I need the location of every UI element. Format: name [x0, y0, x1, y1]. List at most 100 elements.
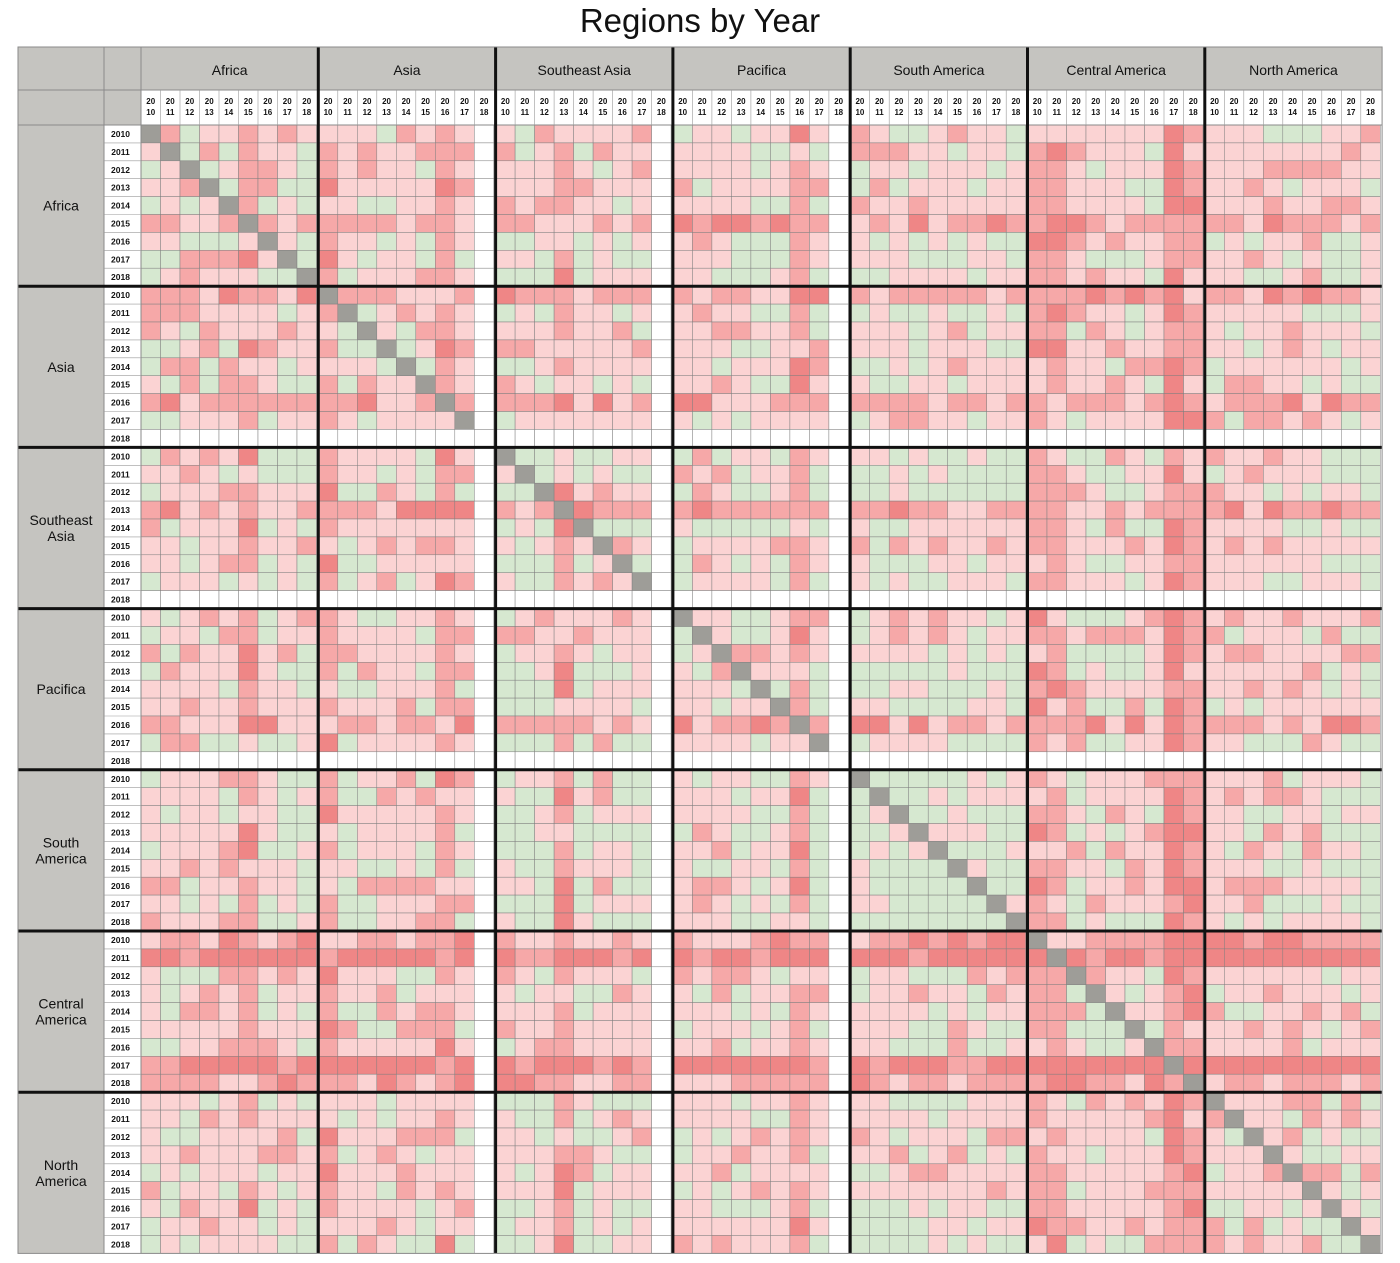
heatmap-cell: [179, 1145, 200, 1165]
heatmap-cell: [888, 715, 909, 735]
heatmap-cell: [1046, 984, 1067, 1003]
heatmap-cell: [770, 930, 791, 950]
heatmap-cell: [1243, 608, 1264, 627]
heatmap-cell: [396, 142, 417, 162]
heatmap-cell: [849, 662, 870, 681]
heatmap-cell: [573, 124, 594, 144]
heatmap-cell: [553, 876, 574, 896]
heatmap-cell: [238, 733, 259, 753]
heatmap-cell: [828, 608, 849, 627]
heatmap-cell: [1105, 912, 1126, 932]
heatmap-cell: [731, 590, 752, 609]
heatmap-cell: [592, 841, 613, 860]
heatmap-cell: [573, 769, 594, 788]
heatmap-cell: [1105, 1127, 1126, 1147]
heatmap-cell: [218, 912, 239, 932]
heatmap-cell: [435, 823, 456, 842]
heatmap-cell: [199, 1002, 220, 1021]
column-year-label: 11: [1230, 108, 1239, 117]
heatmap-cell: [337, 1163, 358, 1182]
heatmap-cell: [1085, 984, 1106, 1003]
heatmap-cell: [474, 1109, 495, 1129]
heatmap-cell: [1224, 1145, 1245, 1165]
heatmap-cell: [140, 1002, 161, 1021]
heatmap-cell: [160, 339, 181, 359]
heatmap-cell: [1144, 1163, 1165, 1182]
heatmap-cell: [1204, 1091, 1225, 1111]
heatmap-cell: [750, 321, 771, 341]
heatmap-cell: [849, 894, 870, 914]
heatmap-cell: [1341, 1020, 1362, 1039]
heatmap-cell: [1360, 1181, 1381, 1200]
heatmap-cell: [435, 715, 456, 735]
heatmap-cell: [179, 1038, 200, 1057]
column-year-label: 10: [146, 108, 155, 117]
heatmap-cell: [179, 536, 200, 556]
heatmap-cell: [770, 1002, 791, 1021]
heatmap-cell: [277, 1145, 298, 1165]
heatmap-cell: [1046, 196, 1067, 215]
heatmap-cell: [199, 948, 220, 968]
heatmap-cell: [534, 1145, 555, 1165]
heatmap-cell: [789, 285, 810, 305]
heatmap-cell: [849, 1181, 870, 1200]
heatmap-cell: [651, 160, 672, 179]
heatmap-cell: [908, 1235, 929, 1254]
heatmap-cell: [495, 232, 516, 251]
heatmap-cell: [1263, 1073, 1284, 1093]
heatmap-cell: [1124, 590, 1145, 609]
heatmap-cell: [1341, 930, 1362, 950]
heatmap-cell: [1302, 447, 1323, 466]
heatmap-cell: [218, 948, 239, 968]
heatmap-cell: [849, 984, 870, 1003]
heatmap-cell: [1282, 859, 1303, 878]
heatmap-cell: [1243, 518, 1264, 538]
heatmap-cell: [318, 590, 339, 609]
heatmap-cell: [849, 357, 870, 376]
heatmap-cell: [986, 142, 1007, 162]
heatmap-cell: [888, 697, 909, 717]
heatmap-cell: [415, 626, 436, 645]
heatmap-cell: [376, 160, 397, 179]
heatmap-cell: [160, 1020, 181, 1039]
heatmap-cell: [415, 1091, 436, 1111]
heatmap-cell: [612, 984, 633, 1003]
heatmap-cell: [296, 608, 317, 627]
heatmap-cell: [1341, 339, 1362, 359]
heatmap-cell: [1341, 250, 1362, 269]
heatmap-cell: [770, 285, 791, 305]
heatmap-cell: [277, 500, 298, 520]
heatmap-cell: [553, 357, 574, 376]
heatmap-cell: [357, 1199, 378, 1218]
heatmap-cell: [1302, 608, 1323, 627]
heatmap-cell: [415, 267, 436, 287]
heatmap-cell: [1183, 1163, 1204, 1182]
heatmap-cell: [534, 930, 555, 950]
heatmap-cell: [1282, 160, 1303, 179]
heatmap-cell: [612, 948, 633, 968]
heatmap-cell: [869, 232, 890, 251]
heatmap-cell: [1183, 124, 1204, 144]
heatmap-cell: [1085, 393, 1106, 412]
heatmap-cell: [218, 1002, 239, 1021]
heatmap-cell: [1066, 142, 1087, 162]
heatmap-cell: [869, 1020, 890, 1039]
heatmap-cell: [140, 1145, 161, 1165]
heatmap-cell: [1066, 160, 1087, 179]
heatmap-cell: [631, 411, 652, 430]
heatmap-cell: [711, 1073, 732, 1093]
heatmap-cell: [672, 876, 693, 896]
heatmap-cell: [1341, 536, 1362, 556]
heatmap-cell: [789, 679, 810, 699]
heatmap-cell: [1224, 214, 1245, 233]
heatmap-cell: [651, 751, 672, 770]
heatmap-cell: [789, 697, 810, 717]
heatmap-cell: [1243, 912, 1264, 932]
heatmap-cell: [1204, 626, 1225, 645]
heatmap-cell: [711, 196, 732, 215]
heatmap-cell: [966, 662, 987, 681]
heatmap-cell: [238, 876, 259, 896]
heatmap-cell: [869, 1091, 890, 1111]
heatmap-cell: [809, 984, 830, 1003]
heatmap-cell: [1144, 1145, 1165, 1165]
